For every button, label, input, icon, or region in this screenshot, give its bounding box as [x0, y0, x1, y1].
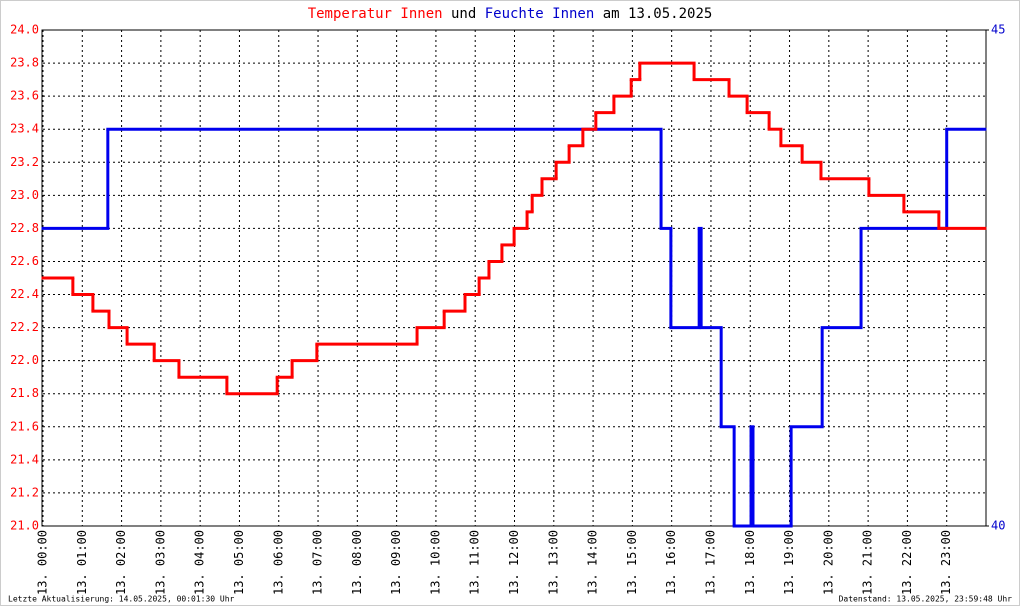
x-tick-label: 13. 18:00 — [743, 530, 757, 595]
y-tick-label: 24.0 — [10, 23, 39, 37]
x-tick-label: 13. 13:00 — [546, 530, 560, 595]
x-tick-label: 13. 12:00 — [507, 530, 521, 595]
y-tick-label: 22.2 — [10, 320, 39, 334]
y-tick-label: 23.8 — [10, 56, 39, 70]
footer-right: Datenstand: 13.05.2025, 23:59:48 Uhr — [839, 595, 1013, 604]
x-tick-label: 13. 08:00 — [350, 530, 364, 595]
x-tick-label: 13. 06:00 — [271, 530, 285, 595]
y-tick-label: 23.4 — [10, 122, 39, 136]
y-tick-label: 22.8 — [10, 221, 39, 235]
x-tick-label: 13. 23:00 — [939, 530, 953, 595]
y-tick-label: 23.6 — [10, 89, 39, 103]
x-tick-label: 13. 00:00 — [36, 530, 50, 595]
x-tick-label: 13. 04:00 — [193, 530, 207, 595]
y-tick-label: 21.8 — [10, 386, 39, 400]
x-tick-label: 13. 02:00 — [114, 530, 128, 595]
y-tick-label: 23.2 — [10, 155, 39, 169]
x-tick-label: 13. 11:00 — [468, 530, 482, 595]
footer-left: Letzte Aktualisierung: 14.05.2025, 00:01… — [8, 595, 235, 604]
y-tick-label: 21.0 — [10, 519, 39, 533]
x-tick-label: 13. 21:00 — [861, 530, 875, 595]
title-series-1: Temperatur Innen — [308, 6, 443, 22]
chart-title: Temperatur Innen und Feuchte Innen am 13… — [308, 6, 713, 22]
x-tick-label: 13. 03:00 — [153, 530, 167, 595]
x-tick-label: 13. 09:00 — [389, 530, 403, 595]
y-tick-label: 21.6 — [10, 419, 39, 433]
y-tick-label: 21.4 — [10, 452, 39, 466]
x-tick-label: 13. 14:00 — [586, 530, 600, 595]
x-tick-label: 13. 10:00 — [428, 530, 442, 595]
y-tick-label: 23.0 — [10, 188, 39, 202]
y-tick-label: 22.6 — [10, 254, 39, 268]
y2-tick-label: 40 — [991, 519, 1005, 533]
x-tick-label: 13. 16:00 — [664, 530, 678, 595]
x-tick-label: 13. 15:00 — [625, 530, 639, 595]
x-tick-label: 13. 17:00 — [703, 530, 717, 595]
x-tick-label: 13. 07:00 — [311, 530, 325, 595]
title-connector: und — [451, 6, 476, 22]
x-tick-label: 13. 19:00 — [782, 530, 796, 595]
title-series-2: Feuchte Innen — [485, 6, 595, 22]
x-tick-label: 13. 22:00 — [900, 530, 914, 595]
x-tick-label: 13. 20:00 — [821, 530, 835, 595]
title-date: am 13.05.2025 — [603, 6, 713, 22]
x-tick-label: 13. 01:00 — [75, 530, 89, 595]
y-tick-label: 22.0 — [10, 353, 39, 367]
y2-tick-label: 45 — [991, 23, 1005, 37]
y-tick-label: 21.2 — [10, 485, 39, 499]
y-tick-label: 22.4 — [10, 287, 39, 301]
x-tick-label: 13. 05:00 — [232, 530, 246, 595]
